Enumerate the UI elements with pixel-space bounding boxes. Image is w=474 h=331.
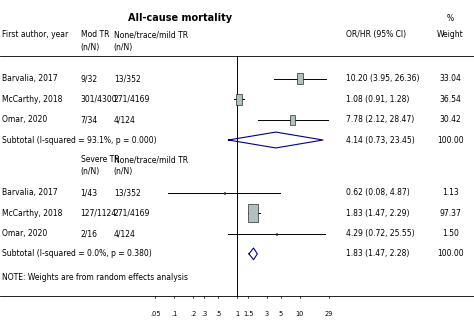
- Text: 29: 29: [325, 311, 333, 317]
- Text: (n/N): (n/N): [114, 43, 133, 53]
- Text: Mod TR: Mod TR: [81, 30, 109, 39]
- Bar: [248, 204, 258, 222]
- Text: Weight: Weight: [437, 30, 464, 39]
- Text: Barvalia, 2017: Barvalia, 2017: [2, 188, 58, 197]
- Text: 1.50: 1.50: [442, 229, 459, 238]
- Text: 271/4169: 271/4169: [114, 209, 150, 218]
- Text: 1.13: 1.13: [442, 188, 459, 197]
- Text: .5: .5: [215, 311, 221, 317]
- Text: 13/352: 13/352: [114, 74, 140, 83]
- Text: 4.29 (0.72, 25.55): 4.29 (0.72, 25.55): [346, 229, 415, 238]
- Text: None/trace/mild TR: None/trace/mild TR: [114, 30, 188, 39]
- Text: .2: .2: [190, 311, 196, 317]
- Text: 127/1124: 127/1124: [81, 209, 117, 218]
- Text: 13/352: 13/352: [114, 188, 140, 197]
- Text: 7.78 (2.12, 28.47): 7.78 (2.12, 28.47): [346, 115, 414, 124]
- Text: OR/HR (95% CI): OR/HR (95% CI): [346, 30, 406, 39]
- Text: 30.42: 30.42: [439, 115, 461, 124]
- Bar: [276, 233, 277, 235]
- Text: %: %: [447, 14, 454, 23]
- Text: 1/43: 1/43: [81, 188, 98, 197]
- Text: 10.20 (3.95, 26.36): 10.20 (3.95, 26.36): [346, 74, 419, 83]
- Text: Omar, 2020: Omar, 2020: [2, 229, 47, 238]
- Bar: [290, 115, 295, 125]
- Text: 271/4169: 271/4169: [114, 95, 150, 104]
- Text: 2/16: 2/16: [81, 229, 98, 238]
- Text: McCarthy, 2018: McCarthy, 2018: [2, 209, 63, 218]
- Text: 100.00: 100.00: [437, 249, 464, 259]
- Text: 1.5: 1.5: [243, 311, 253, 317]
- Text: 33.04: 33.04: [439, 74, 461, 83]
- Text: 9/32: 9/32: [81, 74, 98, 83]
- Text: 1.83 (1.47, 2.28): 1.83 (1.47, 2.28): [346, 249, 410, 259]
- Text: 4/124: 4/124: [114, 229, 136, 238]
- Text: McCarthy, 2018: McCarthy, 2018: [2, 95, 63, 104]
- Text: All-cause mortality: All-cause mortality: [128, 13, 232, 23]
- Text: 10: 10: [296, 311, 304, 317]
- Text: 97.37: 97.37: [439, 209, 461, 218]
- Text: 5: 5: [279, 311, 283, 317]
- Text: 4/124: 4/124: [114, 115, 136, 124]
- Text: 36.54: 36.54: [439, 95, 461, 104]
- Text: Subtotal (I-squared = 0.0%, p = 0.380): Subtotal (I-squared = 0.0%, p = 0.380): [2, 249, 152, 259]
- Text: 3: 3: [265, 311, 269, 317]
- Text: .1: .1: [171, 311, 177, 317]
- Text: Severe TR: Severe TR: [81, 155, 119, 164]
- Text: (n/N): (n/N): [81, 167, 100, 176]
- Text: 7/34: 7/34: [81, 115, 98, 124]
- Text: 301/4300: 301/4300: [81, 95, 117, 104]
- Text: 100.00: 100.00: [437, 135, 464, 145]
- Text: NOTE: Weights are from random effects analysis: NOTE: Weights are from random effects an…: [2, 272, 188, 282]
- Text: (n/N): (n/N): [114, 167, 133, 176]
- Text: Omar, 2020: Omar, 2020: [2, 115, 47, 124]
- Text: .05: .05: [150, 311, 161, 317]
- Bar: [224, 192, 225, 194]
- Text: First author, year: First author, year: [2, 30, 69, 39]
- Text: Barvalia, 2017: Barvalia, 2017: [2, 74, 58, 83]
- Bar: [236, 94, 242, 105]
- Text: 1.83 (1.47, 2.29): 1.83 (1.47, 2.29): [346, 209, 410, 218]
- Text: Subtotal (I-squared = 93.1%, p = 0.000): Subtotal (I-squared = 93.1%, p = 0.000): [2, 135, 157, 145]
- Text: 4.14 (0.73, 23.45): 4.14 (0.73, 23.45): [346, 135, 415, 145]
- Text: .3: .3: [201, 311, 207, 317]
- Text: 0.62 (0.08, 4.87): 0.62 (0.08, 4.87): [346, 188, 410, 197]
- Text: 1.08 (0.91, 1.28): 1.08 (0.91, 1.28): [346, 95, 410, 104]
- Bar: [298, 73, 303, 84]
- Text: None/trace/mild TR: None/trace/mild TR: [114, 155, 188, 164]
- Text: (n/N): (n/N): [81, 43, 100, 53]
- Text: 1: 1: [235, 311, 239, 317]
